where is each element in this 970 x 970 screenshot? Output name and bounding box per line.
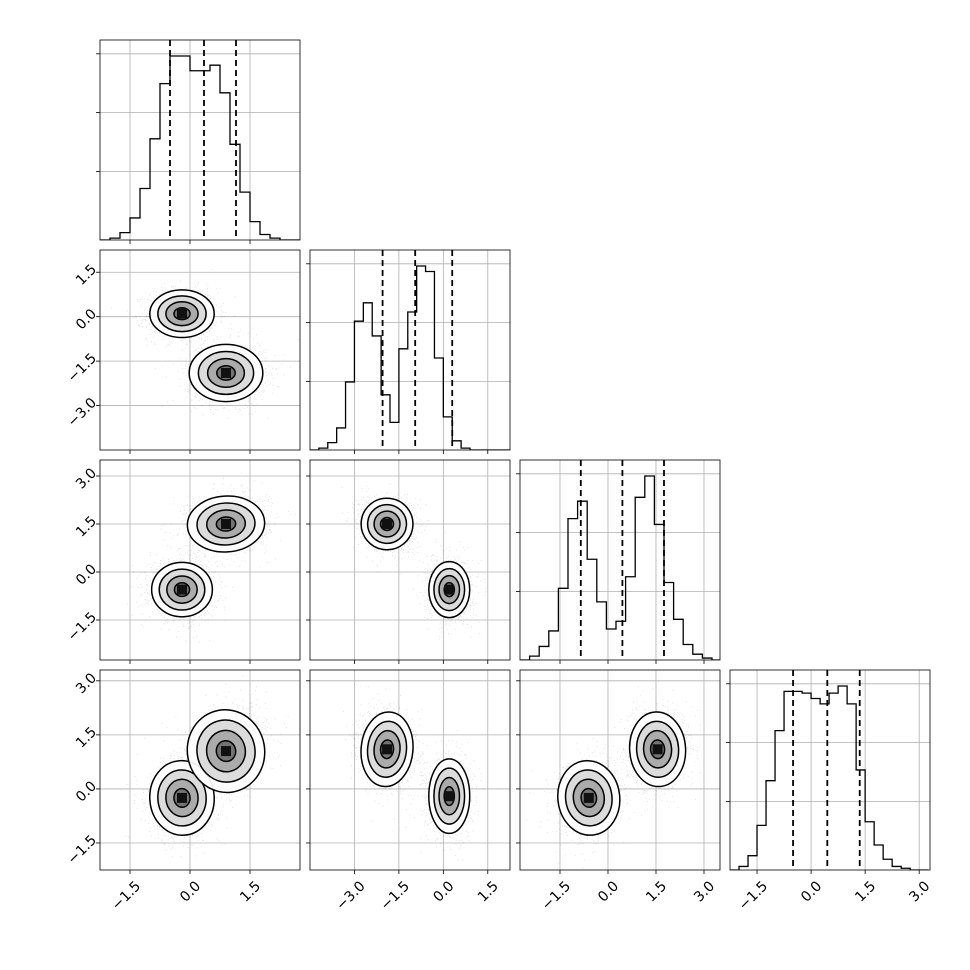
x-tick-label: 3.0 [906, 878, 933, 905]
panel-frame [519, 459, 721, 661]
x-tick-label: −3.0 [333, 878, 368, 913]
panel-2-1 [306, 459, 511, 664]
panel-background [310, 460, 510, 660]
cluster-0 [360, 497, 414, 551]
panel-3-1 [306, 669, 511, 874]
cluster-1 [628, 711, 687, 788]
density-area [526, 681, 701, 869]
panel-background [520, 670, 720, 870]
density-area [125, 675, 289, 858]
density-peak [221, 746, 231, 757]
panel-background [100, 460, 300, 660]
y-tick-label: 1.5 [73, 262, 100, 289]
panel-background [520, 460, 720, 660]
density-peak [177, 792, 187, 803]
panel-frame [309, 669, 511, 871]
panel-3-0 [96, 669, 301, 874]
density-peak [444, 791, 455, 802]
density-peak [444, 584, 455, 595]
density-peak [382, 744, 393, 755]
density-area [341, 483, 487, 641]
histogram-area [520, 460, 720, 660]
histogram-1 [310, 265, 510, 450]
density-peak [382, 519, 393, 529]
histogram-3 [730, 685, 929, 870]
y-tick-label: 3.0 [73, 465, 100, 492]
panel-1-1 [306, 249, 511, 454]
panel-frame [99, 39, 301, 241]
cluster-0 [150, 561, 214, 618]
density-area [343, 685, 484, 861]
histogram-area [100, 40, 300, 240]
y-tick-label: 0.0 [73, 561, 100, 588]
x-tick-label: 1.5 [475, 878, 502, 905]
x-tick-label: 0.0 [798, 878, 825, 905]
y-tick-label: 0.0 [73, 778, 100, 805]
cluster-0 [557, 759, 621, 836]
y-tick-label: 1.5 [73, 724, 100, 751]
panel-frame [309, 459, 511, 661]
x-tick-label: −1.5 [736, 878, 771, 913]
histogram-area [730, 670, 929, 870]
density-area [111, 269, 300, 419]
x-tick-label: −1.5 [109, 878, 144, 913]
x-tick-label: 0.0 [595, 878, 622, 905]
cluster-1 [428, 560, 471, 619]
cluster-1 [188, 343, 264, 403]
x-tick-label: 0.0 [430, 878, 457, 905]
panel-3-2 [516, 669, 721, 874]
x-tick-label: 1.5 [237, 878, 264, 905]
panel-frame [729, 669, 931, 871]
density-peak [583, 792, 594, 803]
panel-background [310, 670, 510, 870]
panel-frame [99, 249, 301, 451]
density-peak [221, 367, 231, 378]
histogram-area [310, 250, 510, 450]
panel-1-0 [96, 249, 301, 454]
cluster-1 [186, 708, 266, 794]
panel-background [310, 250, 510, 450]
panel-frame [519, 669, 721, 871]
density-area [126, 472, 296, 643]
panel-frame [99, 459, 301, 661]
cluster-0 [360, 711, 414, 788]
histogram-2 [520, 475, 720, 660]
x-tick-label: 1.5 [643, 878, 670, 905]
x-tick-label: 1.5 [852, 878, 879, 905]
y-tick-label: −1.5 [65, 609, 100, 644]
cluster-0 [149, 289, 215, 339]
y-tick-label: −1.5 [65, 832, 100, 867]
panel-background [730, 670, 930, 870]
density-peak [221, 519, 231, 529]
x-tick-label: 0.0 [177, 878, 204, 905]
cluster-1 [186, 495, 266, 553]
panel-2-0 [96, 459, 301, 664]
panel-frame [99, 669, 301, 871]
cluster-1 [428, 758, 471, 835]
density-peak [652, 744, 663, 755]
y-tick-label: −3.0 [65, 395, 100, 430]
y-tick-label: 0.0 [73, 306, 100, 333]
y-tick-label: −1.5 [65, 351, 100, 386]
density-peak [177, 308, 187, 319]
histogram-0 [100, 55, 300, 240]
density-peak [177, 584, 187, 595]
panel-0-0 [96, 39, 301, 244]
y-tick-label: 1.5 [73, 513, 100, 540]
y-tick-label: 3.0 [73, 670, 100, 697]
panel-2-2 [516, 459, 721, 664]
panel-background [100, 250, 300, 450]
x-tick-label: −1.5 [539, 878, 574, 913]
x-tick-label: −1.5 [378, 878, 413, 913]
panel-background [100, 40, 300, 240]
x-tick-label: 3.0 [691, 878, 718, 905]
panel-frame [309, 249, 511, 451]
panel-3-3 [726, 669, 931, 874]
